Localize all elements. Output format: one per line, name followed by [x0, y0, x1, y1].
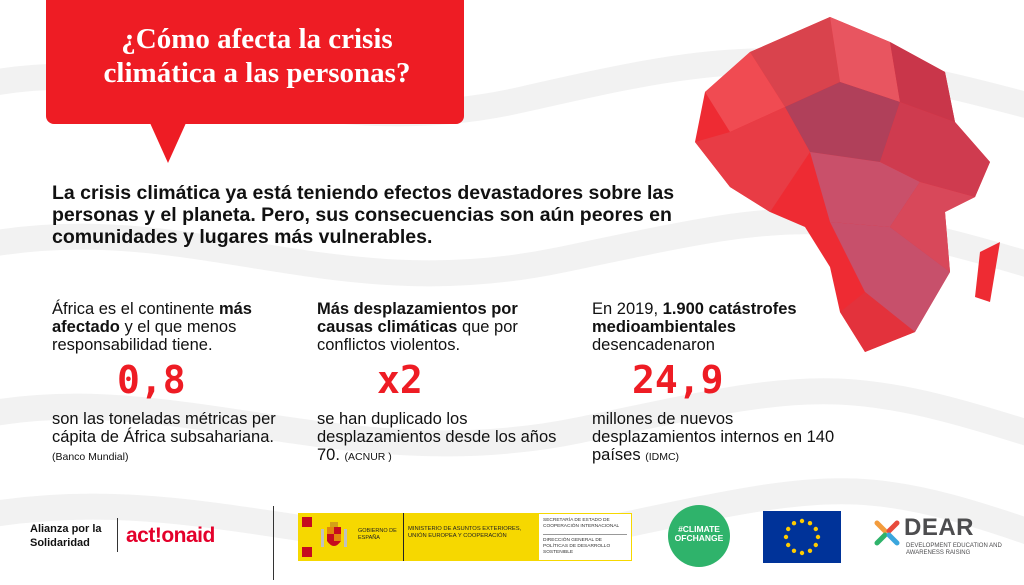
- eu-flag-icon: [763, 511, 841, 563]
- title-banner-tail: [150, 123, 186, 163]
- spain-crest-icon: [298, 513, 358, 561]
- stat-heading: África es el continente más afectado y e…: [52, 300, 252, 354]
- actionaid-logo: act!onaid: [126, 524, 215, 547]
- stat-value: 24,9: [632, 358, 724, 402]
- dear-subtitle: DEVELOPMENT EDUCATION AND AWARENESS RAIS…: [906, 543, 1002, 556]
- stat-heading: Más desplazamientos por causas climática…: [317, 300, 518, 354]
- stat-description: se han duplicado los desplazamientos des…: [317, 410, 557, 464]
- dear-logo: DEAR: [904, 514, 975, 541]
- stat-value: 0,8: [117, 358, 186, 402]
- title-banner: [46, 0, 464, 124]
- stat-source: (ACNUR ): [344, 451, 392, 463]
- dear-mark-icon: [874, 520, 900, 546]
- ministerio-label: MINISTERIO DE ASUNTOS EXTERIORES, UNIÓN …: [403, 513, 538, 561]
- stat-displacement: Más desplazamientos por causas climática…: [317, 300, 557, 466]
- divider: [273, 506, 274, 580]
- stat-heading: En 2019, 1.900 catástrofes medioambienta…: [592, 300, 797, 354]
- stat-description: millones de nuevos desplazamientos inter…: [592, 410, 835, 464]
- gobierno-label: GOBIERNO DE ESPAÑA: [358, 528, 397, 541]
- page-title: ¿Cómo afecta la crisis climática a las p…: [103, 23, 411, 89]
- africa-map-icon: [695, 17, 1000, 352]
- secretaria-block: SECRETARÍA DE ESTADO DE COOPERACIÓN INTE…: [538, 513, 632, 561]
- stat-description: son las toneladas métricas per cápita de…: [52, 410, 276, 463]
- alianza-logo: Alianza por la Solidaridad: [30, 523, 102, 549]
- intro-text: La crisis climática ya está teniendo efe…: [52, 182, 675, 248]
- stat-disasters: En 2019, 1.900 catástrofes medioambienta…: [592, 300, 842, 466]
- stat-source: (Banco Mundial): [52, 451, 129, 463]
- spain-government-logo: GOBIERNO DE ESPAÑA MINISTERIO DE ASUNTOS…: [298, 513, 632, 561]
- sponsor-logos: Alianza por la Solidaridad act!onaid GOB…: [0, 500, 1024, 585]
- climate-of-change-logo: #CLIMATE OFCHANGE: [668, 505, 730, 567]
- stat-africa: África es el continente más afectado y e…: [52, 300, 292, 466]
- stat-value: x2: [377, 358, 423, 402]
- divider: [117, 518, 118, 552]
- stat-source: (IDMC): [645, 451, 680, 463]
